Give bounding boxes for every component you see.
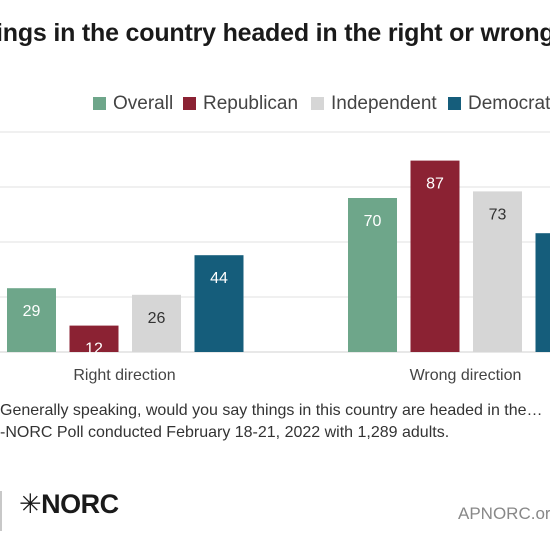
legend-label-independent: Independent — [331, 93, 437, 114]
bar-independent-1 — [473, 191, 522, 352]
bar-republican-1 — [410, 160, 460, 352]
bar-label-democrat-0: 44 — [210, 270, 228, 287]
legend-swatch-democrat — [448, 97, 461, 110]
category-label-1: Wrong direction — [410, 367, 522, 384]
legend-label-republican: Republican — [203, 93, 299, 114]
bar-democrat-0 — [194, 255, 244, 352]
logo-text: ✳NORC — [19, 489, 119, 520]
bar-label-overall-1: 70 — [364, 213, 382, 230]
logo-label: NORC — [41, 489, 119, 519]
chart-title: ings in the country headed in the right … — [0, 19, 550, 47]
bar-label-overall-0: 29 — [23, 303, 41, 320]
question-note: Generally speaking, would you say things… — [0, 402, 543, 419]
site-url: APNORC.org — [458, 504, 550, 523]
legend-swatch-republican — [183, 97, 196, 110]
legend-swatch-overall — [93, 97, 106, 110]
legend-label-democrat: Democrat — [468, 93, 550, 114]
bar-overall-1 — [348, 198, 397, 352]
bar-independent-0 — [132, 294, 181, 352]
bar-label-independent-0: 26 — [148, 310, 166, 327]
legend-label-overall: Overall — [113, 93, 174, 114]
bar-overall-0 — [7, 288, 56, 352]
category-label-0: Right direction — [73, 367, 175, 384]
bar-label-independent-1: 73 — [489, 206, 507, 223]
legend-swatch-independent — [311, 97, 324, 110]
bar-label-republican-0: 12 — [85, 341, 103, 358]
asterisk-icon: ✳ — [19, 489, 42, 519]
bar-label-republican-1: 87 — [426, 176, 444, 193]
bar-republican-0 — [69, 325, 119, 352]
logo-divider — [0, 491, 2, 531]
bar-democrat-1 — [535, 233, 550, 352]
source-note: -NORC Poll conducted February 18-21, 202… — [0, 424, 450, 441]
